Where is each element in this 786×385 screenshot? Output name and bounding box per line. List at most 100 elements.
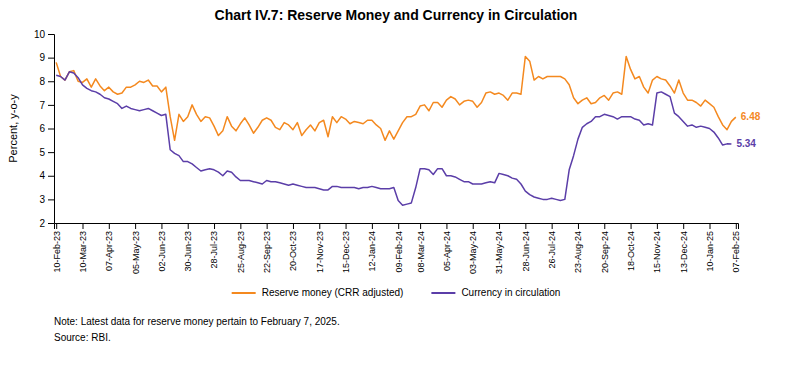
y-tick-mark — [48, 105, 54, 106]
x-tick-label: 15-Nov-24 — [652, 231, 662, 273]
x-tick-mark — [240, 223, 241, 229]
x-tick-mark — [499, 223, 500, 229]
x-tick: 28-Jul-23 — [209, 223, 219, 269]
y-tick: 3 — [39, 194, 54, 205]
x-axis: 10-Feb-23 10-Mar-23 07-Apr-23 05-May-23 02-J… — [52, 223, 742, 274]
x-tick-label: 20-Sep-24 — [600, 231, 610, 273]
y-tick: 5 — [39, 147, 54, 158]
x-tick-mark — [604, 223, 605, 229]
x-tick: 02-Jun-23 — [157, 223, 167, 272]
x-tick-label: 05-May-23 — [130, 231, 140, 274]
x-tick-mark — [631, 223, 632, 229]
x-tick-label: 10-Mar-23 — [78, 231, 88, 273]
y-tick-label: 6 — [39, 123, 45, 134]
plot-area: 2 3 4 5 6 7 8 9 10 10-Feb-23 10-Mar-23 07-Apr-23 05-… — [34, 29, 761, 274]
y-axis: 2 3 4 5 6 7 8 9 10 — [34, 29, 55, 229]
x-tick-mark — [267, 223, 268, 229]
x-tick-label: 31-May-24 — [494, 231, 504, 274]
legend-swatch — [431, 292, 455, 294]
x-tick-label: 10-Feb-23 — [52, 231, 62, 273]
x-tick: 20-Sep-24 — [600, 223, 610, 273]
chart-title: Chart IV.7: Reserve Money and Currency i… — [215, 7, 578, 23]
y-tick: 2 — [39, 218, 54, 229]
y-tick-mark — [48, 152, 54, 153]
x-tick-mark — [473, 223, 474, 229]
y-tick-mark — [48, 176, 54, 177]
end-label: 6.48 — [741, 111, 761, 122]
x-tick-label: 08-Mar-24 — [415, 231, 425, 273]
y-tick-mark — [48, 81, 54, 82]
y-tick-label: 7 — [39, 100, 45, 111]
y-axis-title: Percent, y-o-y — [7, 94, 19, 163]
x-tick-mark — [525, 223, 526, 229]
x-tick-mark — [293, 223, 294, 229]
x-tick-label: 23-Aug-24 — [573, 231, 583, 273]
y-tick-label: 10 — [34, 29, 46, 40]
x-tick-label: 25-Aug-23 — [236, 231, 246, 273]
x-tick-mark — [109, 223, 110, 229]
x-tick-mark — [446, 223, 447, 229]
y-tick: 6 — [39, 123, 54, 134]
x-tick: 07-Feb-25 — [731, 223, 741, 273]
x-tick: 03-May-24 — [468, 223, 478, 274]
x-tick-label: 26-Jul-24 — [547, 231, 557, 269]
x-tick-label: 03-May-24 — [468, 231, 478, 274]
y-tick-label: 4 — [39, 170, 45, 181]
y-tick: 4 — [39, 170, 54, 181]
x-tick-label: 30-Jun-23 — [183, 231, 193, 272]
x-tick-label: 12-Jan-24 — [367, 231, 377, 272]
legend-swatch — [232, 292, 256, 294]
x-tick: 07-Apr-23 — [104, 223, 114, 271]
x-axis-line — [55, 224, 739, 230]
x-tick-label: 07-Apr-23 — [104, 231, 114, 271]
x-tick-label: 13-Dec-24 — [679, 231, 689, 273]
x-tick: 28-Jun-24 — [521, 223, 531, 272]
x-tick-mark — [83, 223, 84, 229]
x-tick-mark — [736, 223, 737, 229]
y-tick-label: 8 — [39, 76, 45, 87]
x-tick: 20-Oct-23 — [288, 223, 298, 271]
y-tick: 9 — [39, 52, 54, 63]
x-tick-label: 07-Feb-25 — [731, 231, 741, 273]
x-tick-mark — [56, 223, 57, 229]
x-tick-label: 20-Oct-23 — [288, 231, 298, 271]
chart-svg: 2 3 4 5 6 7 8 9 10 10-Feb-23 10-Mar-23 07-Apr-23 05-… — [0, 0, 786, 385]
x-tick-mark — [552, 223, 553, 229]
x-tick: 15-Nov-24 — [652, 223, 662, 273]
y-tick-label: 2 — [39, 218, 45, 229]
x-tick-mark — [372, 223, 373, 229]
y-tick-mark — [48, 34, 54, 35]
y-axis-line — [48, 35, 55, 224]
x-tick: 10-Mar-23 — [78, 223, 88, 273]
x-tick-mark — [188, 223, 189, 229]
x-tick-mark — [578, 223, 579, 229]
y-tick-mark — [48, 58, 54, 59]
y-tick-label: 3 — [39, 194, 45, 205]
x-tick: 25-Aug-23 — [236, 223, 246, 273]
x-tick-mark — [683, 223, 684, 229]
x-tick-label: 15-Dec-23 — [341, 231, 351, 273]
y-tick-label: 5 — [39, 147, 45, 158]
x-tick-label: 02-Jun-23 — [157, 231, 167, 272]
x-tick-label: 09-Feb-24 — [394, 231, 404, 273]
x-tick-mark — [710, 223, 711, 229]
y-tick-label: 9 — [39, 52, 45, 63]
x-tick-mark — [135, 223, 136, 229]
series-line — [56, 56, 736, 140]
x-tick-label: 28-Jun-24 — [521, 231, 531, 272]
y-tick: 8 — [39, 76, 54, 87]
x-tick: 31-May-24 — [494, 223, 504, 274]
x-tick-label: 28-Jul-23 — [209, 231, 219, 269]
x-tick: 05-Apr-24 — [442, 223, 452, 271]
x-tick: 30-Jun-23 — [183, 223, 193, 272]
legend: Reserve money (CRR adjusted) Currency in … — [232, 287, 561, 298]
legend-label: Currency in circulation — [461, 287, 560, 298]
lines — [56, 56, 736, 205]
y-tick-mark — [48, 199, 54, 200]
x-tick-label: 17-Nov-23 — [315, 231, 325, 273]
x-tick: 10-Jan-25 — [705, 223, 715, 272]
y-tick: 10 — [34, 29, 54, 40]
legend-item: Reserve money (CRR adjusted) — [232, 287, 404, 298]
x-tick: 05-May-23 — [130, 223, 140, 274]
x-tick-label: 22-Sep-23 — [262, 231, 272, 273]
